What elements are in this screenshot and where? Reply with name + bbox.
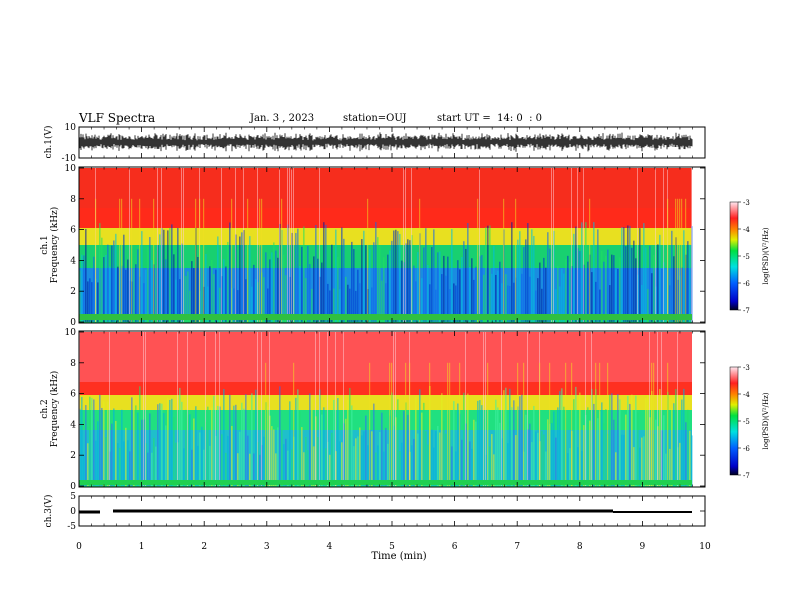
ch2-ylabel-channel: ch.2 [40,399,50,418]
ch1-ylabel: ch.1(V) [43,126,54,159]
y-tick-label: 8 [70,195,76,205]
y-tick-label: 0 [70,318,76,328]
y-tick-label: 8 [70,359,76,369]
y-tick-label: 10 [65,328,77,338]
y-tick-label: 10 [65,123,77,133]
y-tick-label: 2 [70,287,76,297]
y-tick-label: 4 [70,256,76,266]
colorbar-tick-label: -7 [743,472,750,480]
y-tick-label: 10 [65,164,77,174]
colorbar-tick-label: -4 [743,226,750,234]
time-tick-label: 7 [514,542,520,552]
ch3-waveform [79,509,692,514]
ch2-ylabel-freq: Frequency (kHz) [49,371,60,448]
ch3-ylabel: ch.3(V) [43,495,54,528]
time-tick-label: 4 [327,542,333,552]
time-axis-label: Time (min) [371,551,426,562]
ch1-colorbar-label: log(PSD)(V²/Hz) [762,227,770,284]
colorbar-tick-label: -3 [743,199,750,207]
colorbar-tick-label: -7 [743,307,750,315]
ch2-colorbar: -3 -4 -5 -6 -7 log(PSD)(V²/Hz) [729,364,770,480]
ch1-spectrogram [79,168,693,323]
ch1-colorbar: -3 -4 -5 -6 -7 log(PSD)(V²/Hz) [729,199,770,315]
time-tick-label: 0 [76,542,82,552]
ch2-colorbar-label: log(PSD)(V²/Hz) [762,392,770,449]
y-tick-label: 6 [70,226,76,236]
y-tick-label: 0 [70,507,76,517]
figure-title: VLF Spectra [79,111,156,125]
y-tick-label: 6 [70,390,76,400]
y-tick-label: 4 [70,420,76,430]
y-tick-label: -5 [67,522,76,532]
colorbar-tick-label: -5 [743,253,750,261]
date-label: Jan. 3 , 2023 [250,113,315,124]
ch1-ylabel-channel: ch.1 [40,235,50,254]
colorbar-tick-label: -5 [743,418,750,426]
ch1-waveform [79,132,693,152]
y-tick-label: 0 [70,482,76,492]
station-label: station=OUJ [343,113,407,124]
time-tick-label: 2 [201,542,207,552]
time-tick-label: 5 [389,542,395,552]
time-tick-label: 1 [139,542,145,552]
colorbar-tick-label: -6 [743,445,750,453]
ch2-spectrogram [79,332,693,487]
colorbar-tick-label: -4 [743,391,750,399]
time-tick-label: 9 [640,542,646,552]
time-tick-label: 3 [264,542,270,552]
colorbar-tick-label: -3 [743,364,750,372]
time-tick-label: 10 [699,542,711,552]
y-tick-label: 2 [70,451,76,461]
y-tick-label: 5 [70,492,76,502]
time-tick-label: 6 [452,542,458,552]
start-time-label: start UT = 14: 0 : 0 [437,113,543,124]
time-tick-label: 8 [577,542,583,552]
ch1-ylabel-freq: Frequency (kHz) [49,207,60,284]
y-tick-label: -10 [62,154,77,164]
colorbar-tick-label: -6 [743,280,750,288]
